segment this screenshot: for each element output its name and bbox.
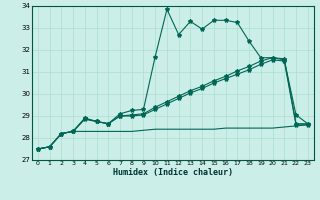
X-axis label: Humidex (Indice chaleur): Humidex (Indice chaleur) [113, 168, 233, 177]
